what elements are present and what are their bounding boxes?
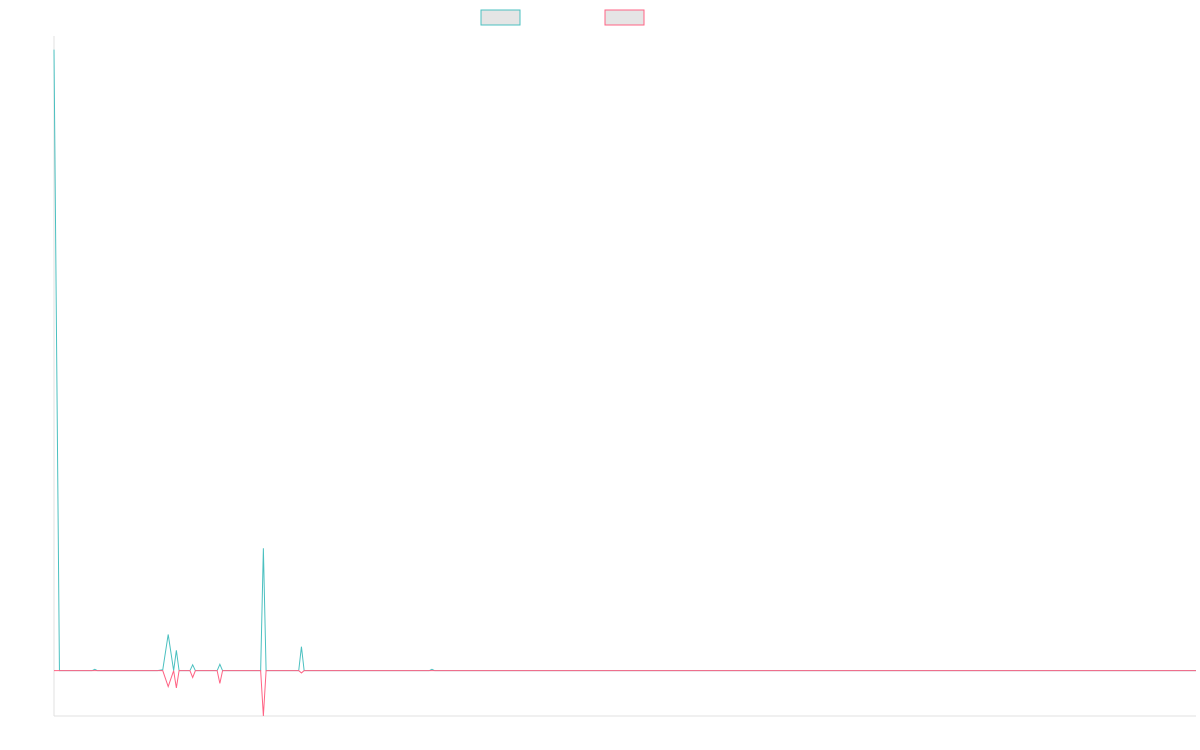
series-layer <box>53 49 1197 717</box>
series-2 <box>53 670 1197 717</box>
legend-swatch-2[interactable] <box>604 9 645 26</box>
legend-swatch-1[interactable] <box>480 9 521 26</box>
legend-item-1[interactable] <box>480 9 521 26</box>
series-1 <box>53 49 1197 672</box>
series-line-2 <box>54 670 1196 717</box>
legend[interactable] <box>480 9 645 26</box>
axes <box>53 36 1196 717</box>
series-line-1 <box>53 49 1196 672</box>
legend-item-2[interactable] <box>604 9 645 26</box>
